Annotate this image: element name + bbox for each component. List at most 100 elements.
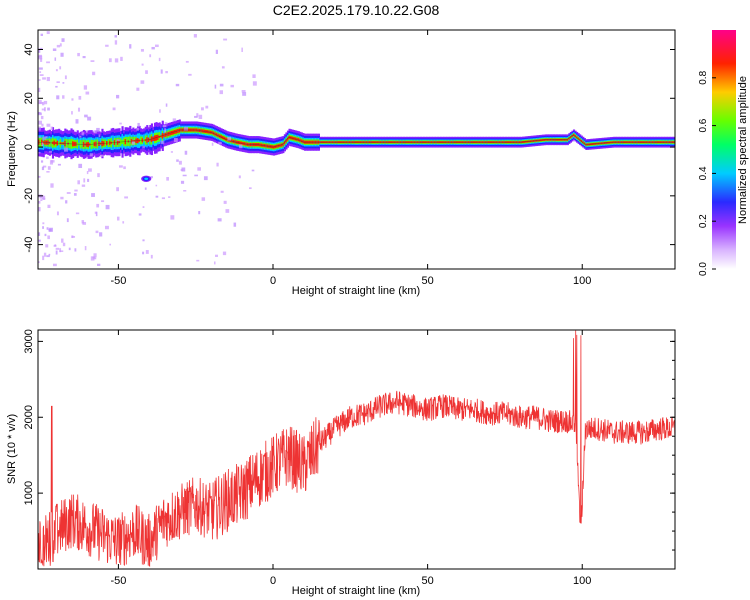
spectrogram-speckle <box>71 236 76 238</box>
spectrogram-speckle <box>164 122 168 125</box>
x-tick-label: 50 <box>421 575 433 587</box>
spectrogram-speckle <box>78 163 83 169</box>
spectrogram-speckle <box>98 134 101 138</box>
spectrogram-speckle <box>242 92 247 96</box>
spectrogram-speckle <box>105 204 110 210</box>
spectrogram-speckle <box>238 175 241 179</box>
spectrogram-speckle <box>94 211 97 214</box>
spectrogram-speckle <box>194 115 198 118</box>
snr-line <box>38 330 675 567</box>
spectrogram-cell <box>163 133 166 138</box>
spectrogram-speckle <box>221 66 225 69</box>
spectrogram-speckle <box>38 120 42 125</box>
colorbar-gradient <box>712 30 736 269</box>
spectrogram-speckle <box>84 114 88 118</box>
spectrogram-speckle <box>40 47 43 50</box>
spectrogram-speckle <box>38 54 42 58</box>
spectrogram-speckle <box>241 89 246 93</box>
spectrogram-speckle <box>225 209 230 213</box>
spectrogram-speckle <box>42 226 44 229</box>
spectrogram-speckle <box>41 123 44 127</box>
spectrogram-speckle <box>109 243 112 246</box>
spectrogram-speckle <box>59 248 62 253</box>
spectrogram-speckle <box>241 47 243 52</box>
x-tick-label: -50 <box>110 275 126 287</box>
spectrogram-speckle <box>41 166 45 171</box>
y-tick-label: -20 <box>23 188 35 204</box>
spectrogram-cell <box>574 135 577 138</box>
spectrogram-speckle <box>227 137 232 142</box>
spectrogram-speckle <box>45 136 48 138</box>
spectrogram-speckle <box>252 74 256 78</box>
spectrogram-speckle <box>123 166 126 170</box>
spectrogram-speckle <box>48 228 52 232</box>
spectrogram-cell <box>274 145 277 149</box>
spectrogram-speckle <box>55 250 58 255</box>
spectrogram-speckle <box>52 263 57 267</box>
y-tick-label: -40 <box>23 237 35 253</box>
spectrogram-speckle <box>251 169 255 172</box>
spectrogram-speckle <box>40 199 43 201</box>
spectrogram-speckle <box>93 130 97 134</box>
spectrogram-cell <box>223 136 226 140</box>
spectrogram-speckle <box>215 49 218 54</box>
spectrogram-cell <box>277 144 280 148</box>
spectrogram-cell <box>577 137 580 140</box>
spectrogram-speckle <box>142 206 145 208</box>
spectrogram-speckle <box>79 135 82 138</box>
spectrogram-speckle <box>50 126 54 131</box>
spectrogram-speckle <box>55 247 60 250</box>
spectrogram-cell <box>571 135 574 138</box>
spectrogram-cell <box>300 139 303 143</box>
spectrogram-speckle <box>38 79 41 81</box>
spectrogram-speckle <box>59 250 64 252</box>
spectrogram-speckle <box>81 132 85 136</box>
y-tick-label: 20 <box>23 92 35 104</box>
spectrogram-speckle <box>66 218 69 223</box>
spectrogram-speckle <box>82 56 86 59</box>
spectrogram-cell <box>161 133 164 139</box>
spectrogram-speckle <box>172 118 177 122</box>
x-tick-label: 0 <box>270 275 276 287</box>
figure-title: C2E2.2025.179.10.22.G08 <box>273 2 440 18</box>
spectrogram-cell <box>221 136 225 140</box>
spectrogram-speckle <box>116 139 120 142</box>
spectrogram-speckle <box>42 255 45 261</box>
colorbar-tick-label: 0.2 <box>698 214 709 228</box>
snr-xlabel: Height of straight line (km) <box>292 585 420 597</box>
spectrogram-speckle <box>150 176 153 179</box>
spectrogram-speckle <box>56 95 60 100</box>
spectrogram-speckle <box>68 247 71 251</box>
spectrogram-speckle <box>38 112 42 116</box>
spectrogram-cell <box>279 143 282 147</box>
spectrogram-speckle <box>40 57 43 62</box>
spectrogram-speckle <box>62 242 66 247</box>
spectrogram-cell <box>583 142 586 145</box>
spectrogram-cell <box>231 139 234 143</box>
spectrogram-speckle <box>46 123 51 127</box>
spectrogram-speckle <box>99 232 103 237</box>
spectrogram-cell <box>302 140 305 144</box>
spectrogram-speckle <box>38 200 41 204</box>
spectrogram-speckle <box>215 254 218 257</box>
spectrogram-xlabel: Height of straight line (km) <box>292 285 420 297</box>
spectrogram-speckle <box>201 197 206 201</box>
spectrogram-cell <box>297 138 300 142</box>
spectrogram-cell <box>211 130 214 134</box>
spectrogram-speckle <box>233 222 237 227</box>
spectrogram-panel: -50 0 50 100 -40 -20 0 20 40 Height of straight … <box>6 29 676 297</box>
spectrogram-speckle <box>38 100 42 105</box>
spectrogram-speckle <box>114 40 118 45</box>
colorbar-tick-label: 0.0 <box>698 262 709 276</box>
spectrogram-speckle <box>175 83 180 87</box>
spectrogram-cell <box>566 138 569 141</box>
spectrogram-speckle <box>48 150 52 153</box>
spectrogram-speckle <box>42 195 46 200</box>
spectrogram-speckle <box>71 111 73 115</box>
spectrogram-cell <box>170 130 174 135</box>
spectrogram-speckle <box>129 44 132 49</box>
spectrogram-speckle <box>38 239 41 242</box>
spectrogram-cell <box>579 138 582 141</box>
spectrogram-speckle <box>142 251 145 255</box>
spectrogram-speckle <box>96 203 100 208</box>
